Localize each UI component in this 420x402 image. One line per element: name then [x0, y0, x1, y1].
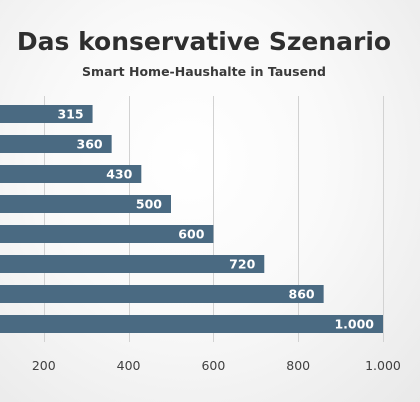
bars [0, 105, 383, 333]
bar [0, 315, 383, 333]
gridlines [44, 96, 384, 342]
bar [0, 135, 112, 153]
x-tick-label: 800 [286, 358, 310, 373]
chart-subtitle: Smart Home-Haushalte in Tausend [82, 64, 326, 79]
bar-value-label: 500 [136, 197, 162, 212]
bar [0, 195, 171, 213]
bar-value-label: 860 [289, 287, 315, 302]
bar-value-label: 1.000 [334, 317, 374, 332]
x-tick-label: 1.000 [365, 358, 401, 373]
bar [0, 105, 93, 123]
bar-value-label: 360 [77, 137, 103, 152]
bar-value-label: 720 [229, 257, 255, 272]
x-axis: 200 400 600 800 1.000 [32, 358, 401, 373]
bar-value-label: 600 [178, 227, 204, 242]
x-tick-label: 400 [117, 358, 141, 373]
bar [0, 225, 214, 243]
bar-value-label: 315 [57, 107, 83, 122]
chart-title: Das konservative Szenario [17, 27, 391, 56]
bar [0, 255, 265, 273]
bar [0, 165, 142, 183]
x-tick-label: 200 [32, 358, 56, 373]
bar-value-label: 430 [106, 167, 132, 182]
bar [0, 285, 324, 303]
x-tick-label: 600 [201, 358, 225, 373]
